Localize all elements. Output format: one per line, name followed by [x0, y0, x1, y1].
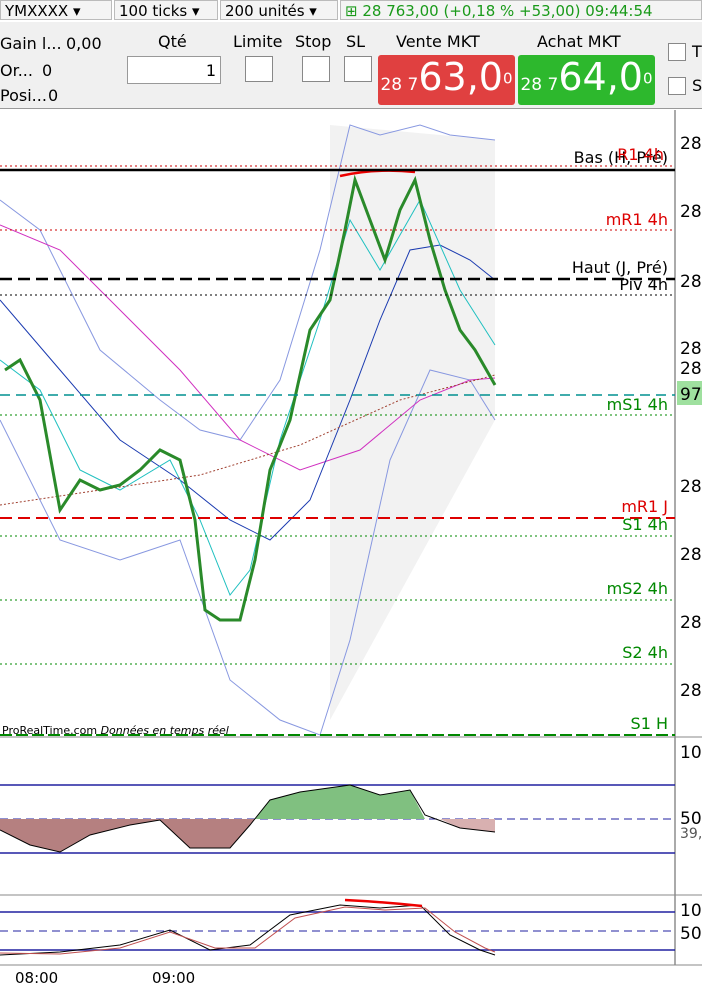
quote: 28 763,00 (+0,18 % +53,00) 09:44:54: [362, 2, 653, 20]
level-label: mR1 4h: [606, 210, 668, 229]
sl-label: SL: [346, 32, 366, 51]
level-label: Piv 4h: [619, 275, 668, 294]
row-value: 0,00: [66, 34, 102, 53]
sl-button[interactable]: [344, 56, 372, 82]
level-label: S1 4h: [622, 515, 668, 534]
level-label: S1 H: [631, 714, 668, 733]
instrument: YMXXXX: [5, 2, 69, 20]
stop-label: Stop: [295, 32, 332, 51]
axis-label: 28: [680, 545, 702, 565]
axis-label: 28: [680, 359, 702, 379]
row-value: 0: [48, 86, 59, 105]
indicator-line: [0, 906, 496, 955]
chart-area: Bas (H, Pré) R1 4h mR1 4h Haut (J, Pré) …: [0, 110, 702, 983]
source-name: ProRealTime.com: [2, 724, 97, 737]
checkbox[interactable]: [668, 77, 686, 95]
sell-sup: 0: [502, 69, 513, 88]
buy-label: Achat MKT: [537, 32, 621, 51]
instrument-select[interactable]: YMXXXX ▾: [0, 0, 112, 20]
axis-label: 28: [680, 134, 702, 154]
buy-sup: 0: [642, 69, 653, 88]
indicator-line: [0, 784, 496, 853]
row-value: 0: [42, 61, 53, 80]
row-label: Or...: [0, 61, 33, 80]
area-above: [255, 785, 425, 819]
sell-main: 63,0: [418, 55, 503, 99]
time-label: 09:00: [152, 969, 195, 983]
buy-prefix: 28 7: [520, 75, 559, 95]
level-label: mS1 4h: [607, 395, 668, 414]
axis-label: 28: [680, 202, 702, 222]
realtime-note: Données en temps réel: [101, 724, 229, 737]
level-label: Bas (H, Pré): [574, 148, 668, 167]
row-label: Posi...: [0, 86, 47, 105]
quote-bar: ⊞ 28 763,00 (+0,18 % +53,00) 09:44:54: [340, 0, 702, 20]
ticks: 100 ticks: [119, 2, 188, 20]
checkbox-label: S: [692, 76, 702, 95]
time-label: 08:00: [15, 969, 58, 983]
limit-button[interactable]: [245, 56, 273, 82]
limit-label: Limite: [233, 32, 283, 51]
axis-label: 50: [680, 924, 702, 944]
upper-band: [0, 124, 496, 441]
ticks-select[interactable]: 100 ticks ▾: [114, 0, 218, 20]
trend-line: [0, 374, 496, 506]
units-select[interactable]: 200 unités ▾: [220, 0, 338, 20]
qty-input[interactable]: 1: [127, 56, 221, 84]
axis-label: 97: [680, 385, 702, 405]
buy-main: 64,0: [558, 55, 643, 99]
axis-label: 28: [680, 681, 702, 701]
level-label: Haut (J, Pré): [572, 258, 668, 277]
level-label: R1 4h: [617, 145, 664, 164]
axis-label: 28: [680, 477, 702, 497]
price-tag: [677, 381, 702, 405]
level-label: mR1 J: [621, 497, 668, 516]
axis-label: 28: [680, 272, 702, 292]
area-below: [0, 819, 255, 852]
indicator-line: [0, 904, 496, 956]
sell-button[interactable]: 28 763,00: [378, 55, 515, 105]
axis-label: 100: [680, 743, 702, 763]
qty-label: Qté: [158, 32, 187, 51]
checkbox[interactable]: [668, 43, 686, 61]
checkbox-label: T: [692, 42, 702, 61]
lower-band: [0, 369, 496, 736]
sell-prefix: 28 7: [380, 75, 419, 95]
band-fill: [330, 125, 495, 720]
units: 200 unités: [225, 2, 305, 20]
axis-label: 50: [680, 809, 702, 829]
annotation: [344, 898, 423, 908]
axis-label: 100: [680, 901, 702, 921]
ma-line: [0, 198, 496, 596]
source: ProRealTime.com Données en temps réel: [2, 724, 229, 737]
axis-label: 39,: [680, 826, 702, 842]
sell-label: Vente MKT: [396, 32, 480, 51]
price-line: [4, 174, 497, 622]
level-label: S2 4h: [622, 643, 668, 662]
area-below: [440, 819, 495, 832]
stop-button[interactable]: [302, 56, 330, 82]
buy-button[interactable]: 28 764,00: [518, 55, 655, 105]
row-label: Gain l...: [0, 34, 62, 53]
axis-label: 28: [680, 613, 702, 633]
axis-label: 28: [680, 339, 702, 359]
level-label: mS2 4h: [607, 579, 668, 598]
